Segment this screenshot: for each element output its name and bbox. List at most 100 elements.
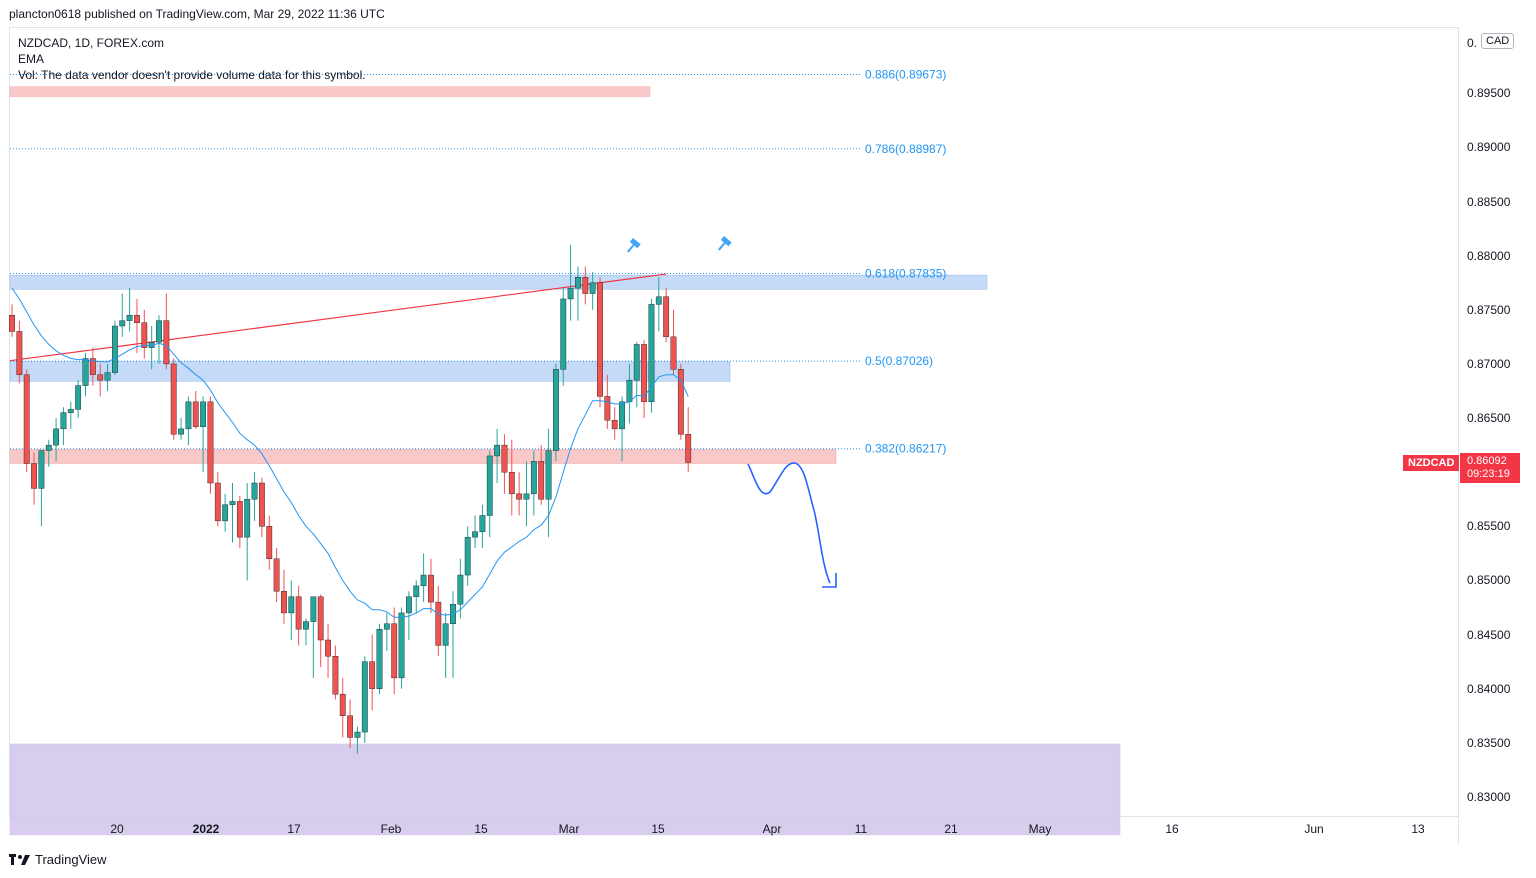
price-tick: 0.87500 bbox=[1467, 302, 1511, 317]
candle-body bbox=[464, 536, 471, 576]
candle bbox=[530, 450, 537, 516]
candle bbox=[633, 342, 640, 408]
candle bbox=[126, 288, 133, 332]
zones-layer bbox=[9, 86, 1121, 836]
candle bbox=[611, 407, 618, 440]
candle-body bbox=[89, 358, 96, 375]
candle-body bbox=[398, 612, 405, 679]
candle-body bbox=[376, 628, 383, 689]
candle bbox=[663, 288, 670, 343]
price-tick: 0.87000 bbox=[1467, 356, 1511, 371]
price-tick: 0.83000 bbox=[1467, 790, 1511, 804]
candle-body bbox=[354, 731, 361, 738]
fib-label-4: 0.382(0.86217) bbox=[865, 442, 946, 456]
zone-purple-4 bbox=[9, 743, 1121, 836]
candle-body bbox=[383, 623, 390, 630]
candle-body bbox=[332, 656, 339, 695]
candle-body bbox=[325, 639, 331, 657]
candle bbox=[170, 358, 177, 440]
candle-body bbox=[339, 693, 346, 716]
price-axis-prefix: 0. bbox=[1467, 36, 1478, 50]
zone-blue-2 bbox=[9, 361, 731, 382]
candle bbox=[597, 277, 603, 408]
candle-body bbox=[126, 314, 133, 321]
legend-indicator[interactable]: EMA bbox=[18, 52, 45, 66]
candle-body bbox=[67, 409, 74, 413]
tradingview-logo-icon bbox=[9, 853, 30, 865]
candle-body bbox=[82, 358, 89, 386]
candle-body bbox=[45, 444, 52, 451]
candle-body bbox=[486, 455, 493, 516]
candle bbox=[244, 483, 251, 581]
candle bbox=[428, 558, 434, 613]
candle bbox=[641, 340, 648, 419]
candle-body bbox=[347, 715, 353, 738]
price-tick: 0.88000 bbox=[1467, 248, 1511, 263]
candle-body bbox=[435, 601, 442, 646]
candle bbox=[60, 407, 67, 446]
candle-body bbox=[663, 296, 670, 338]
zone-red-3 bbox=[9, 449, 837, 464]
candle bbox=[89, 347, 96, 386]
last-price-tag: 0.86092 09:23:19 bbox=[1460, 453, 1520, 484]
candle-body bbox=[288, 596, 295, 614]
candle-body bbox=[251, 482, 258, 500]
candle-body bbox=[545, 450, 552, 500]
candle-body bbox=[361, 661, 368, 733]
currency-badge[interactable]: CAD bbox=[1481, 33, 1515, 49]
candle bbox=[369, 634, 376, 711]
candle bbox=[501, 434, 508, 494]
time-tick: May bbox=[1028, 822, 1052, 836]
fib-label-3: 0.5(0.87026) bbox=[865, 354, 933, 368]
candle bbox=[67, 401, 74, 429]
candle-body bbox=[244, 499, 251, 538]
zone-blue-1 bbox=[9, 274, 988, 290]
candle bbox=[214, 472, 221, 527]
candle bbox=[38, 450, 45, 527]
tradingview-logo[interactable]: TradingView bbox=[9, 852, 107, 867]
candle bbox=[508, 439, 515, 516]
candle bbox=[45, 439, 52, 467]
candle bbox=[567, 244, 574, 321]
candle-body bbox=[303, 621, 309, 630]
candle-body bbox=[97, 374, 104, 381]
candle-body bbox=[413, 585, 420, 597]
candle-body bbox=[516, 493, 523, 500]
candle-body bbox=[104, 372, 111, 381]
candle bbox=[97, 363, 104, 397]
candle bbox=[31, 452, 37, 505]
candle bbox=[9, 304, 15, 337]
candle-body bbox=[75, 385, 82, 410]
candle-body bbox=[9, 314, 15, 332]
candle-body bbox=[156, 320, 162, 343]
candle-body bbox=[266, 526, 273, 560]
projection-drawing-layer bbox=[627, 236, 837, 588]
candle-body bbox=[589, 282, 596, 294]
candle bbox=[516, 472, 523, 516]
time-tick: 15 bbox=[474, 822, 488, 836]
price-tick: 0.85500 bbox=[1467, 519, 1511, 534]
candle-body bbox=[310, 596, 317, 622]
publisher-line: plancton0618 published on TradingView.co… bbox=[9, 7, 385, 21]
time-tick: 13 bbox=[1411, 822, 1425, 836]
candle-body bbox=[633, 344, 640, 381]
candle-body bbox=[575, 277, 581, 289]
candle bbox=[685, 407, 692, 473]
candle-body bbox=[641, 344, 648, 403]
candle bbox=[677, 363, 684, 440]
candle bbox=[354, 726, 361, 754]
hammer-marker-icon bbox=[718, 236, 732, 251]
candle-body bbox=[457, 574, 464, 605]
candle-body bbox=[170, 363, 177, 435]
candle bbox=[163, 293, 170, 370]
legend-symbol[interactable]: NZDCAD, 1D, FOREX.com bbox=[18, 36, 165, 50]
candles-layer bbox=[9, 244, 692, 754]
candle-body bbox=[619, 401, 625, 430]
price-tick: 0.84500 bbox=[1467, 627, 1511, 642]
candle-body bbox=[178, 428, 184, 435]
last-price-value: 0.86092 bbox=[1467, 455, 1507, 468]
legend-volume-note: Vol: The data vendor doesn't provide vol… bbox=[18, 68, 366, 82]
candle bbox=[317, 594, 324, 668]
candle bbox=[347, 699, 353, 749]
